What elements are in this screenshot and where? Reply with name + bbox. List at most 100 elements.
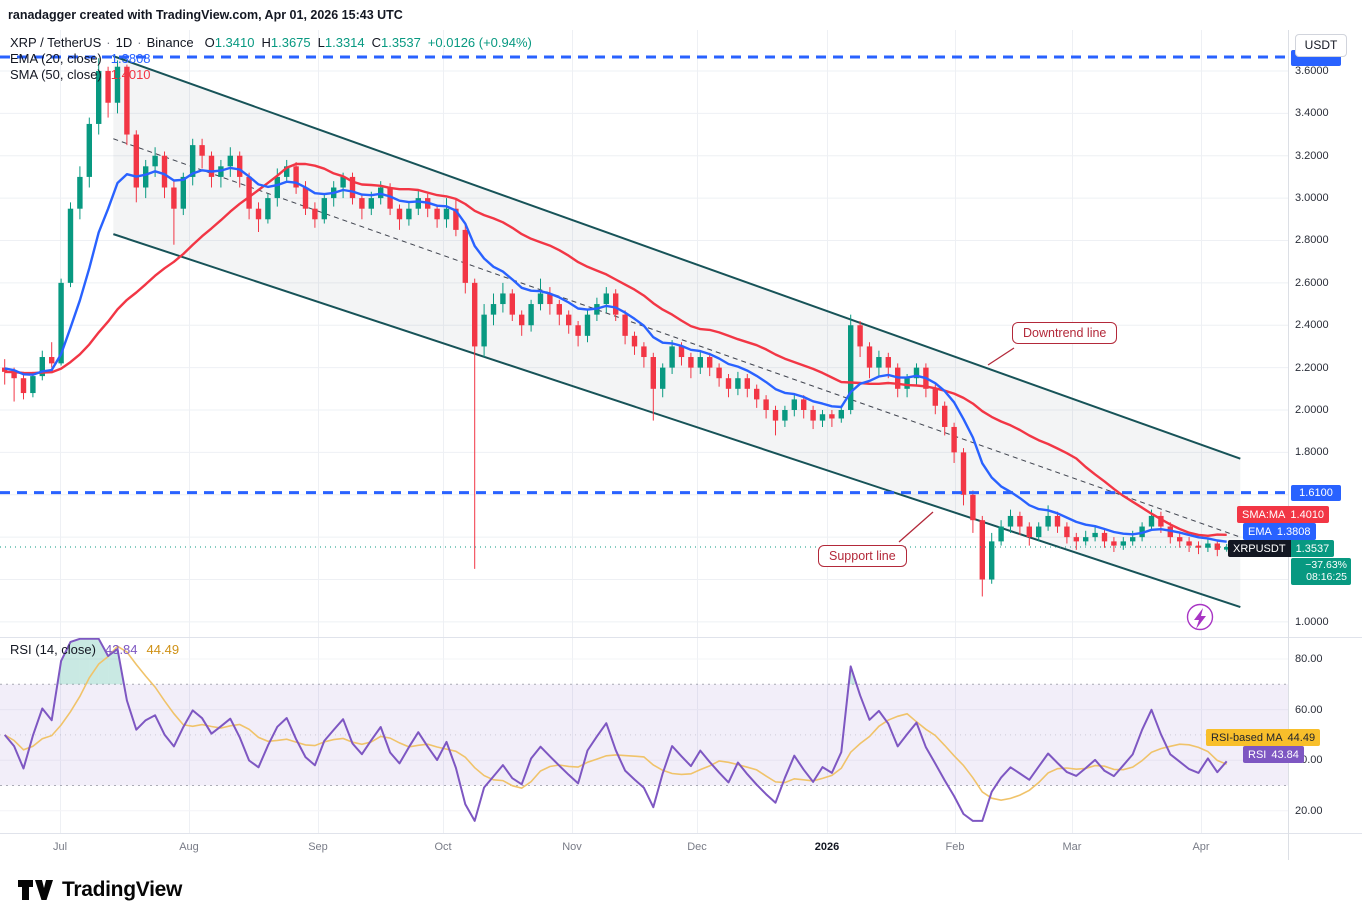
time-axis-label: 2026 [814,841,840,853]
support-line [113,233,1241,609]
ema-legend-row[interactable]: EMA (20, close) 1.3808 [10,51,532,67]
rsi-tick-label: 80.00 [1295,653,1323,665]
rsi-ma-value: 44.49 [146,642,180,657]
currency-toggle[interactable]: USDT [1295,34,1347,57]
channel-fill [113,56,1241,608]
exchange-label: Binance [146,35,194,50]
rsi-ma-badge: RSI-based MA 44.49 [1206,729,1321,746]
low-label: L [317,35,325,50]
chart-legend: XRP / TetherUS · 1D · Binance O1.3410 H1… [10,35,532,83]
rsi-overbought-fill [70,638,80,685]
downtrend-line-callout[interactable]: Downtrend line [1012,322,1118,344]
rsi-overbought-fill [108,649,118,685]
ohlc-values: O1.3410 H1.3675 L1.3314 C1.3537 [205,35,421,51]
symbol-badge-value: 1.3537 [1290,540,1335,557]
price-tick-label: 1.8000 [1295,446,1329,459]
price-axis[interactable]: USDT 1.6100 −37.63% 08:16:25 3.6000 3.400… [1289,30,1362,860]
rsi-ma-line [4,645,1228,802]
price-tick-label: 3.2000 [1295,149,1329,162]
tradingview-wordmark[interactable]: TradingView [62,877,183,901]
close-label: C [371,35,382,50]
rsi-value: 43.84 [104,642,138,657]
rsi-ma-badge-value: 44.49 [1287,731,1316,744]
candles-layer [2,58,1230,597]
support-callout-leader [898,511,934,543]
time-axis-label: Aug [179,841,199,853]
sma-value: 1.4010 [110,67,151,82]
rsi-legend: RSI (14, close) 43.84 44.49 [10,642,179,658]
support-line-callout[interactable]: Support line [818,545,907,567]
open-value: 1.3410 [214,35,255,50]
price-tick-label: 3.4000 [1295,107,1329,120]
time-axis-label: Oct [434,841,452,853]
price-tick-label: 3.6000 [1295,64,1329,77]
price-tick-label: 2.0000 [1295,404,1329,416]
time-axis-label: Mar [1062,841,1082,853]
chart-canvas[interactable] [0,30,1362,860]
high-value: 1.3675 [270,35,311,50]
rsi-value-badge: RSI 43.84 [1243,746,1304,763]
rsi-overbought-fill [61,641,71,685]
rsi-ma-badge-label: RSI-based MA [1211,731,1283,744]
low-value: 1.3314 [324,35,365,50]
ema-badge-label: EMA [1248,525,1272,538]
open-label: O [204,35,215,50]
time-axis-label: Feb [945,841,965,853]
close-value: 1.3537 [381,35,421,50]
rsi-tick-label: 60.00 [1295,703,1323,716]
rsi-band [0,684,1288,786]
time-axis-label: Jul [52,841,68,853]
ema-line [4,166,1227,543]
price-tick-label: 3.0000 [1295,192,1329,205]
price-tick-label: 2.6000 [1295,276,1329,289]
percent-change: −37.63% [1305,559,1347,571]
change-value: +0.0126 (+0.94%) [427,35,532,50]
price-tick-label: 2.2000 [1295,361,1329,374]
rsi-overbought-fill [98,638,109,685]
sma-legend-row[interactable]: SMA (50, close) 1.4010 [10,67,532,83]
interval-label: 1D [115,35,133,50]
sma-badge-label: SMA:MA [1242,508,1286,521]
rsi-badge-label: RSI [1248,748,1267,761]
rsi-label: RSI (14, close) [10,642,96,657]
lightning-icon[interactable] [1186,603,1214,631]
sma-line [4,162,1227,537]
symbol-price-badge: XRPUSDT 1.3537 [1228,540,1335,557]
rsi-tick-label: 20.00 [1295,804,1323,817]
sma-badge-value: 1.4010 [1290,508,1325,521]
time-axis-label: Sep [308,841,328,853]
price-tick-label: 1.0000 [1295,615,1329,628]
price-change-badge: −37.63% 08:16:25 [1291,558,1351,585]
bar-countdown: 08:16:25 [1306,570,1347,583]
price-tick-label: 2.8000 [1295,234,1329,247]
rsi-badge-value: 43.84 [1271,748,1299,761]
rsi-line [3,637,1228,822]
tradingview-logo-icon[interactable] [16,875,54,905]
sma-label: SMA (50, close) [10,67,102,82]
sma-price-badge: SMA:MA 1.4010 [1237,506,1330,523]
time-axis-label: Apr [1192,841,1210,853]
downtrend-line [113,55,1241,460]
rsi-legend-row[interactable]: RSI (14, close) 43.84 44.49 [10,642,179,658]
symbol-title: XRP / TetherUS [10,35,102,50]
time-axis-label: Dec [687,841,707,853]
legend-separator: · [106,35,111,50]
symbol-legend-row[interactable]: XRP / TetherUS · 1D · Binance O1.3410 H1… [10,35,532,51]
downtrend-callout-leader [987,347,1015,366]
chart-area[interactable]: XRP / TetherUS · 1D · Binance O1.3410 H1… [0,30,1362,860]
ema-price-badge: EMA 1.3808 [1243,523,1316,540]
rsi-overbought-fill [79,638,90,685]
channel-midline [113,138,1241,538]
legend-separator: · [137,35,142,50]
ema-value: 1.3808 [110,51,151,66]
footer: TradingView [0,860,1362,919]
price-tick-label: 2.4000 [1295,319,1329,332]
symbol-badge-label: XRPUSDT [1228,540,1291,557]
time-axis-label: Nov [562,841,582,853]
high-label: H [261,35,271,50]
level-badge: 1.6100 [1291,485,1341,501]
attribution-text: ranadagger created with TradingView.com,… [8,8,403,22]
ema-badge-value: 1.3808 [1276,525,1311,538]
rsi-overbought-fill [89,638,99,685]
